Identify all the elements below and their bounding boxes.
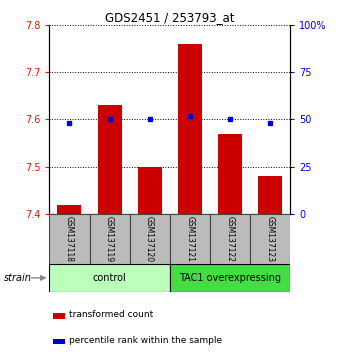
Bar — [250, 214, 290, 264]
Bar — [258, 176, 282, 214]
Bar — [137, 167, 162, 214]
Bar — [57, 205, 81, 214]
Text: transformed count: transformed count — [70, 310, 154, 319]
Bar — [49, 264, 169, 292]
Text: GSM137120: GSM137120 — [145, 216, 154, 262]
Text: percentile rank within the sample: percentile rank within the sample — [70, 336, 223, 344]
Bar — [169, 264, 290, 292]
Bar — [218, 134, 242, 214]
Bar — [53, 339, 64, 344]
Bar — [53, 313, 64, 319]
Text: strain: strain — [3, 273, 31, 283]
Text: GSM137118: GSM137118 — [65, 216, 74, 262]
Title: GDS2451 / 253793_at: GDS2451 / 253793_at — [105, 11, 234, 24]
Text: control: control — [93, 273, 127, 283]
Bar — [49, 214, 89, 264]
Bar — [98, 105, 121, 214]
Text: TAC1 overexpressing: TAC1 overexpressing — [179, 273, 281, 283]
Text: GSM137119: GSM137119 — [105, 216, 114, 262]
Text: GSM137121: GSM137121 — [185, 216, 194, 262]
Bar — [130, 214, 169, 264]
Text: GSM137122: GSM137122 — [225, 216, 234, 262]
Bar — [169, 214, 210, 264]
Bar — [89, 214, 130, 264]
Bar — [178, 44, 202, 214]
Text: GSM137123: GSM137123 — [265, 216, 274, 262]
Bar — [210, 214, 250, 264]
